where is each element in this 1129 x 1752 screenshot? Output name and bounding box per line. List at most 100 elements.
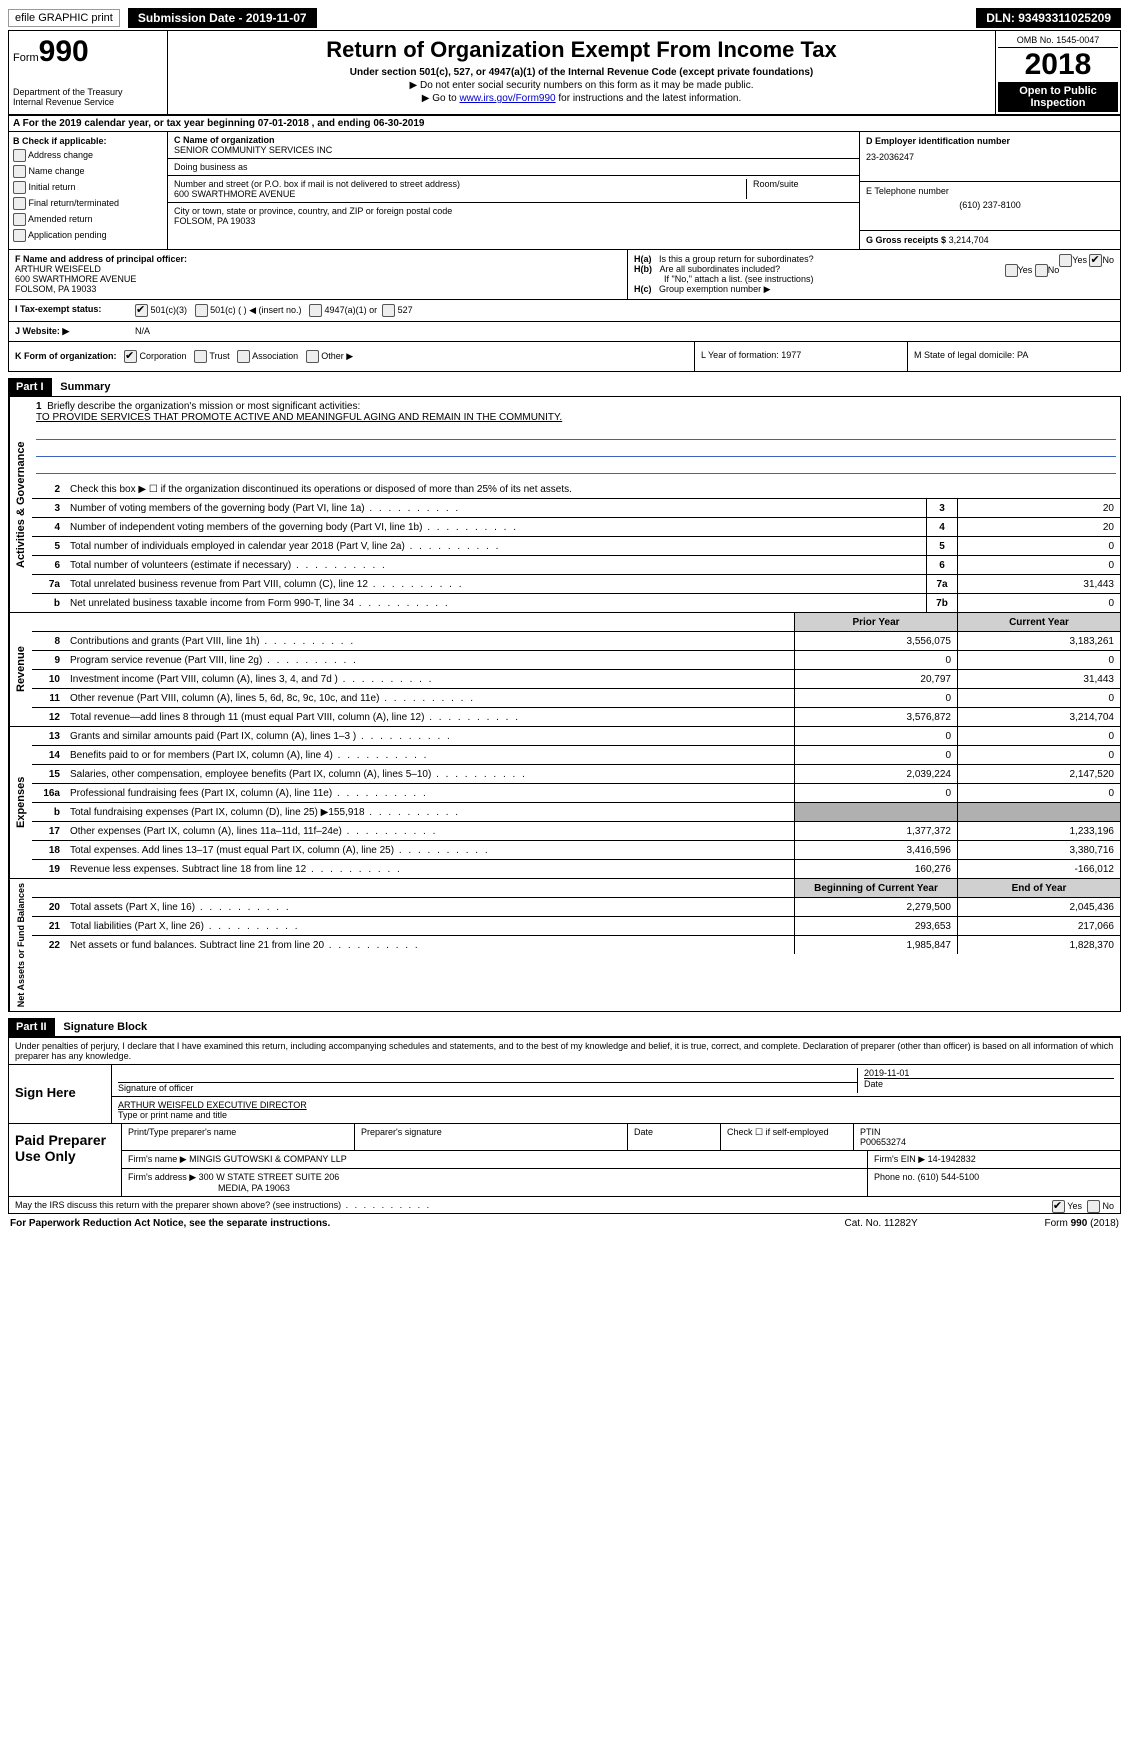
irs-link[interactable]: www.irs.gov/Form990 — [459, 93, 555, 104]
dept-treasury: Department of the Treasury Internal Reve… — [13, 87, 163, 107]
hb-no[interactable] — [1035, 264, 1048, 277]
chk-527[interactable] — [382, 304, 395, 317]
chk-amended[interactable] — [13, 213, 26, 226]
firm-addr-label: Firm's address ▶ — [128, 1172, 196, 1182]
open-public: Open to Public Inspection — [998, 82, 1118, 112]
line-num: 10 — [32, 674, 66, 685]
current-value: 1,233,196 — [957, 822, 1120, 840]
j-label: J Website: ▶ — [15, 326, 135, 337]
line-num: 8 — [32, 636, 66, 647]
hdr-prior: Prior Year — [794, 613, 957, 631]
opt-4947: 4947(a)(1) or — [325, 305, 378, 315]
irs-yes[interactable] — [1052, 1200, 1065, 1213]
opt-assoc: Association — [252, 351, 298, 361]
line-desc: Number of independent voting members of … — [66, 520, 926, 535]
line-num: 3 — [32, 503, 66, 514]
f-name: ARTHUR WEISFELD — [15, 264, 621, 274]
chk-corp[interactable] — [124, 350, 137, 363]
chk-501c3[interactable] — [135, 304, 148, 317]
opt-corp: Corporation — [140, 351, 187, 361]
hc-label: H(c) — [634, 284, 652, 294]
prior-value: 0 — [794, 746, 957, 764]
form-header: Form990 Department of the Treasury Inter… — [8, 30, 1121, 116]
may-irs-text: May the IRS discuss this return with the… — [15, 1200, 431, 1210]
line-num: 20 — [32, 902, 66, 913]
lbl-final: Final return/terminated — [29, 198, 120, 208]
table-row: 21 Total liabilities (Part X, line 26) 2… — [32, 917, 1120, 936]
prior-value: 293,653 — [794, 917, 957, 935]
table-row: 3 Number of voting members of the govern… — [32, 499, 1120, 518]
footer-left: For Paperwork Reduction Act Notice, see … — [10, 1218, 845, 1229]
tax-year: 2018 — [998, 48, 1118, 82]
yes-label: Yes — [1072, 255, 1087, 265]
current-value: 0 — [957, 689, 1120, 707]
table-row: 14 Benefits paid to or for members (Part… — [32, 746, 1120, 765]
line-desc: Total number of volunteers (estimate if … — [66, 558, 926, 573]
table-row: 4 Number of independent voting members o… — [32, 518, 1120, 537]
prep-h3: Date — [628, 1124, 721, 1150]
line-num: 9 — [32, 655, 66, 666]
form-number: 990 — [39, 35, 89, 68]
chk-initial[interactable] — [13, 181, 26, 194]
chk-trust[interactable] — [194, 350, 207, 363]
current-value: 2,147,520 — [957, 765, 1120, 783]
j-value: N/A — [135, 326, 150, 337]
value: 31,443 — [957, 575, 1120, 593]
footer-mid: Cat. No. 11282Y — [845, 1218, 1045, 1229]
c-name: SENIOR COMMUNITY SERVICES INC — [174, 145, 853, 155]
line-desc: Revenue less expenses. Subtract line 18 … — [66, 862, 794, 877]
lbl-address: Address change — [28, 150, 93, 160]
ha-no[interactable] — [1089, 254, 1102, 267]
yes-label-2: Yes — [1018, 265, 1033, 275]
col-num: 4 — [926, 518, 957, 536]
table-row: 20 Total assets (Part X, line 16) 2,279,… — [32, 898, 1120, 917]
efile-print-button[interactable]: efile GRAPHIC print — [8, 9, 120, 27]
chk-address[interactable] — [13, 149, 26, 162]
l1-value: TO PROVIDE SERVICES THAT PROMOTE ACTIVE … — [36, 412, 562, 423]
ssn-note: ▶ Do not enter social security numbers o… — [174, 80, 989, 91]
table-row: 5 Total number of individuals employed i… — [32, 537, 1120, 556]
chk-501c[interactable] — [195, 304, 208, 317]
prior-value: 0 — [794, 689, 957, 707]
f-city: FOLSOM, PA 19033 — [15, 284, 621, 294]
current-value: 1,828,370 — [957, 936, 1120, 954]
sign-here-label: Sign Here — [9, 1065, 112, 1123]
current-value: 217,066 — [957, 917, 1120, 935]
e-label: E Telephone number — [866, 186, 1114, 196]
line-num: 11 — [32, 693, 66, 704]
lbl-initial: Initial return — [29, 182, 76, 192]
footer-right: Form 990 (2018) — [1045, 1218, 1119, 1229]
ha-yes[interactable] — [1059, 254, 1072, 267]
dln: DLN: 93493311025209 — [976, 8, 1121, 28]
line-desc: Other revenue (Part VIII, column (A), li… — [66, 691, 794, 706]
chk-assoc[interactable] — [237, 350, 250, 363]
c-city: FOLSOM, PA 19033 — [174, 216, 853, 226]
side-netassets: Net Assets or Fund Balances — [9, 879, 32, 1011]
table-row: 18 Total expenses. Add lines 13–17 (must… — [32, 841, 1120, 860]
row-f-h: F Name and address of principal officer:… — [8, 250, 1121, 300]
hb-yes[interactable] — [1005, 264, 1018, 277]
hdr-end: End of Year — [957, 879, 1120, 897]
preparer-section: Paid Preparer Use Only Print/Type prepar… — [9, 1123, 1120, 1196]
no-label-2: No — [1048, 265, 1060, 275]
line-desc: Total liabilities (Part X, line 26) — [66, 919, 794, 934]
prior-value: 2,039,224 — [794, 765, 957, 783]
chk-name[interactable] — [13, 165, 26, 178]
col-num: 5 — [926, 537, 957, 555]
current-value: 0 — [957, 746, 1120, 764]
chk-pending[interactable] — [13, 229, 26, 242]
opt-other: Other ▶ — [321, 351, 353, 361]
chk-other[interactable] — [306, 350, 319, 363]
chk-final[interactable] — [13, 197, 26, 210]
col-deg: D Employer identification number 23-2036… — [859, 132, 1120, 249]
line-desc: Number of voting members of the governin… — [66, 501, 926, 516]
form-subtitle: Under section 501(c), 527, or 4947(a)(1)… — [174, 67, 989, 78]
irs-no[interactable] — [1087, 1200, 1100, 1213]
underline — [36, 459, 1116, 474]
value: 20 — [957, 518, 1120, 536]
line-num: 13 — [32, 731, 66, 742]
chk-4947[interactable] — [309, 304, 322, 317]
part2-hdr: Part II — [8, 1018, 55, 1036]
value: 0 — [957, 537, 1120, 555]
line-desc: Net assets or fund balances. Subtract li… — [66, 938, 794, 953]
